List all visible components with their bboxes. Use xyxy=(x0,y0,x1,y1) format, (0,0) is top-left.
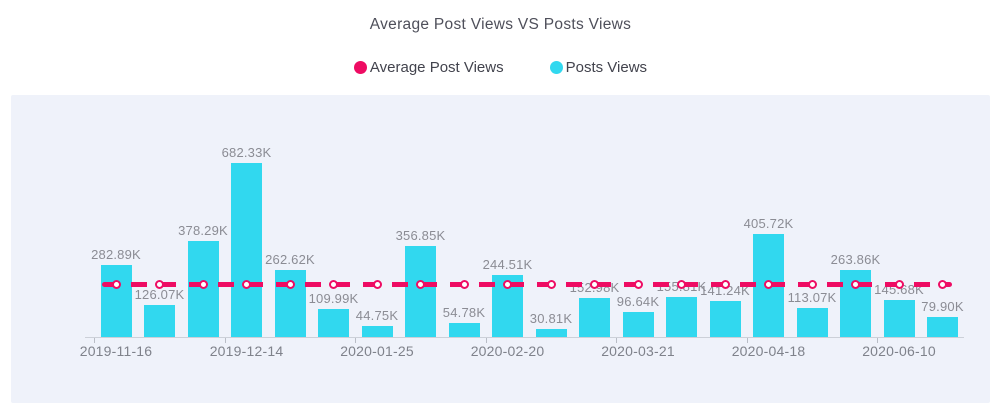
bar[interactable] xyxy=(187,241,219,337)
bar[interactable] xyxy=(100,265,132,337)
x-axis-tick xyxy=(94,338,95,343)
bar-value-label: 244.51K xyxy=(482,257,533,272)
bar-value-label: 109.99K xyxy=(308,291,359,306)
bar-value-label: 263.86K xyxy=(830,252,881,267)
legend-label-average-post-views: Average Post Views xyxy=(369,59,504,76)
line-marker-icon xyxy=(416,279,425,289)
bar-value-label: 356.85K xyxy=(395,228,446,243)
chart-panel: 2019-11-16 2019-12-14 2020-01-25 2020-02-20… xyxy=(11,95,990,403)
x-axis-label: 2019-12-14 xyxy=(209,343,284,359)
legend-label-posts-views: Posts Views xyxy=(565,59,648,76)
posts-views-legend-dot-icon xyxy=(549,61,563,74)
line-marker-icon xyxy=(242,279,251,289)
line-marker-icon xyxy=(459,279,469,289)
x-axis-tick xyxy=(355,338,356,343)
x-axis-label: 2020-03-21 xyxy=(601,343,675,359)
line-marker-icon xyxy=(894,279,904,289)
x-axis-label: 2020-04-18 xyxy=(731,343,806,359)
bar-value-label: 54.78K xyxy=(442,305,486,320)
bar[interactable] xyxy=(666,297,697,337)
legend-item-average-post-views[interactable]: Average Post Views xyxy=(353,59,504,76)
bar[interactable] xyxy=(448,323,480,337)
line-marker-icon xyxy=(590,279,599,289)
legend: Average Post Views Posts Views xyxy=(0,59,1001,76)
line-marker-icon xyxy=(677,279,686,289)
x-axis-tick xyxy=(746,338,748,343)
bar[interactable] xyxy=(883,300,915,337)
bar[interactable] xyxy=(622,312,654,337)
bar[interactable] xyxy=(709,301,741,337)
bar-value-label: 44.75K xyxy=(355,308,399,323)
bar-value-label: 262.62K xyxy=(265,252,315,267)
line-marker-icon xyxy=(720,279,730,289)
bar-value-label: 79.90K xyxy=(921,299,964,314)
line-marker-icon xyxy=(938,279,947,289)
bar-value-label: 282.89K xyxy=(91,247,141,262)
bar-value-label: 96.64K xyxy=(616,294,660,309)
line-marker-icon xyxy=(372,279,382,289)
bar[interactable] xyxy=(361,326,393,337)
line-marker-icon xyxy=(329,279,338,289)
line-marker-icon xyxy=(155,279,164,289)
line-marker-icon xyxy=(633,279,643,289)
bar[interactable] xyxy=(796,308,828,337)
bar-value-label: 113.07K xyxy=(787,290,837,305)
bar[interactable] xyxy=(579,298,610,337)
line-marker-icon xyxy=(851,279,860,289)
x-axis-tick xyxy=(877,338,878,343)
bar[interactable] xyxy=(231,163,262,337)
bar-value-label: 126.07K xyxy=(134,287,185,302)
bar[interactable] xyxy=(144,305,175,337)
plot-area: 2019-11-16 2019-12-14 2020-01-25 2020-02-20… xyxy=(11,95,990,403)
bar[interactable] xyxy=(535,329,567,337)
average-line xyxy=(102,281,952,287)
x-axis-tick xyxy=(224,338,226,343)
line-marker-icon xyxy=(503,279,512,289)
line-marker-icon xyxy=(764,279,773,289)
line-marker-icon xyxy=(111,279,121,289)
bar-value-label: 405.72K xyxy=(743,216,794,231)
average-post-views-legend-dot-icon xyxy=(353,61,367,74)
line-marker-icon xyxy=(807,279,817,289)
bar-value-label: 682.33K xyxy=(221,145,272,160)
bar[interactable] xyxy=(405,246,436,337)
x-axis-tick xyxy=(616,338,617,343)
bar-value-label: 378.29K xyxy=(178,223,228,238)
bar-value-label: 30.81K xyxy=(529,311,573,326)
line-marker-icon xyxy=(198,279,208,289)
line-marker-icon xyxy=(285,279,295,289)
bar[interactable] xyxy=(927,317,958,337)
x-axis-label: 2020-06-10 xyxy=(862,343,936,359)
legend-item-posts-views[interactable]: Posts Views xyxy=(549,59,648,76)
x-axis-label: 2019-11-16 xyxy=(79,343,153,359)
chart-title: Average Post Views VS Posts Views xyxy=(369,16,632,33)
x-axis-tick xyxy=(485,338,487,343)
x-axis-label: 2020-01-25 xyxy=(340,343,414,359)
x-axis-label: 2020-02-20 xyxy=(470,343,545,359)
line-marker-icon xyxy=(546,279,556,289)
x-axis-line xyxy=(85,337,964,338)
bar[interactable] xyxy=(318,309,349,337)
